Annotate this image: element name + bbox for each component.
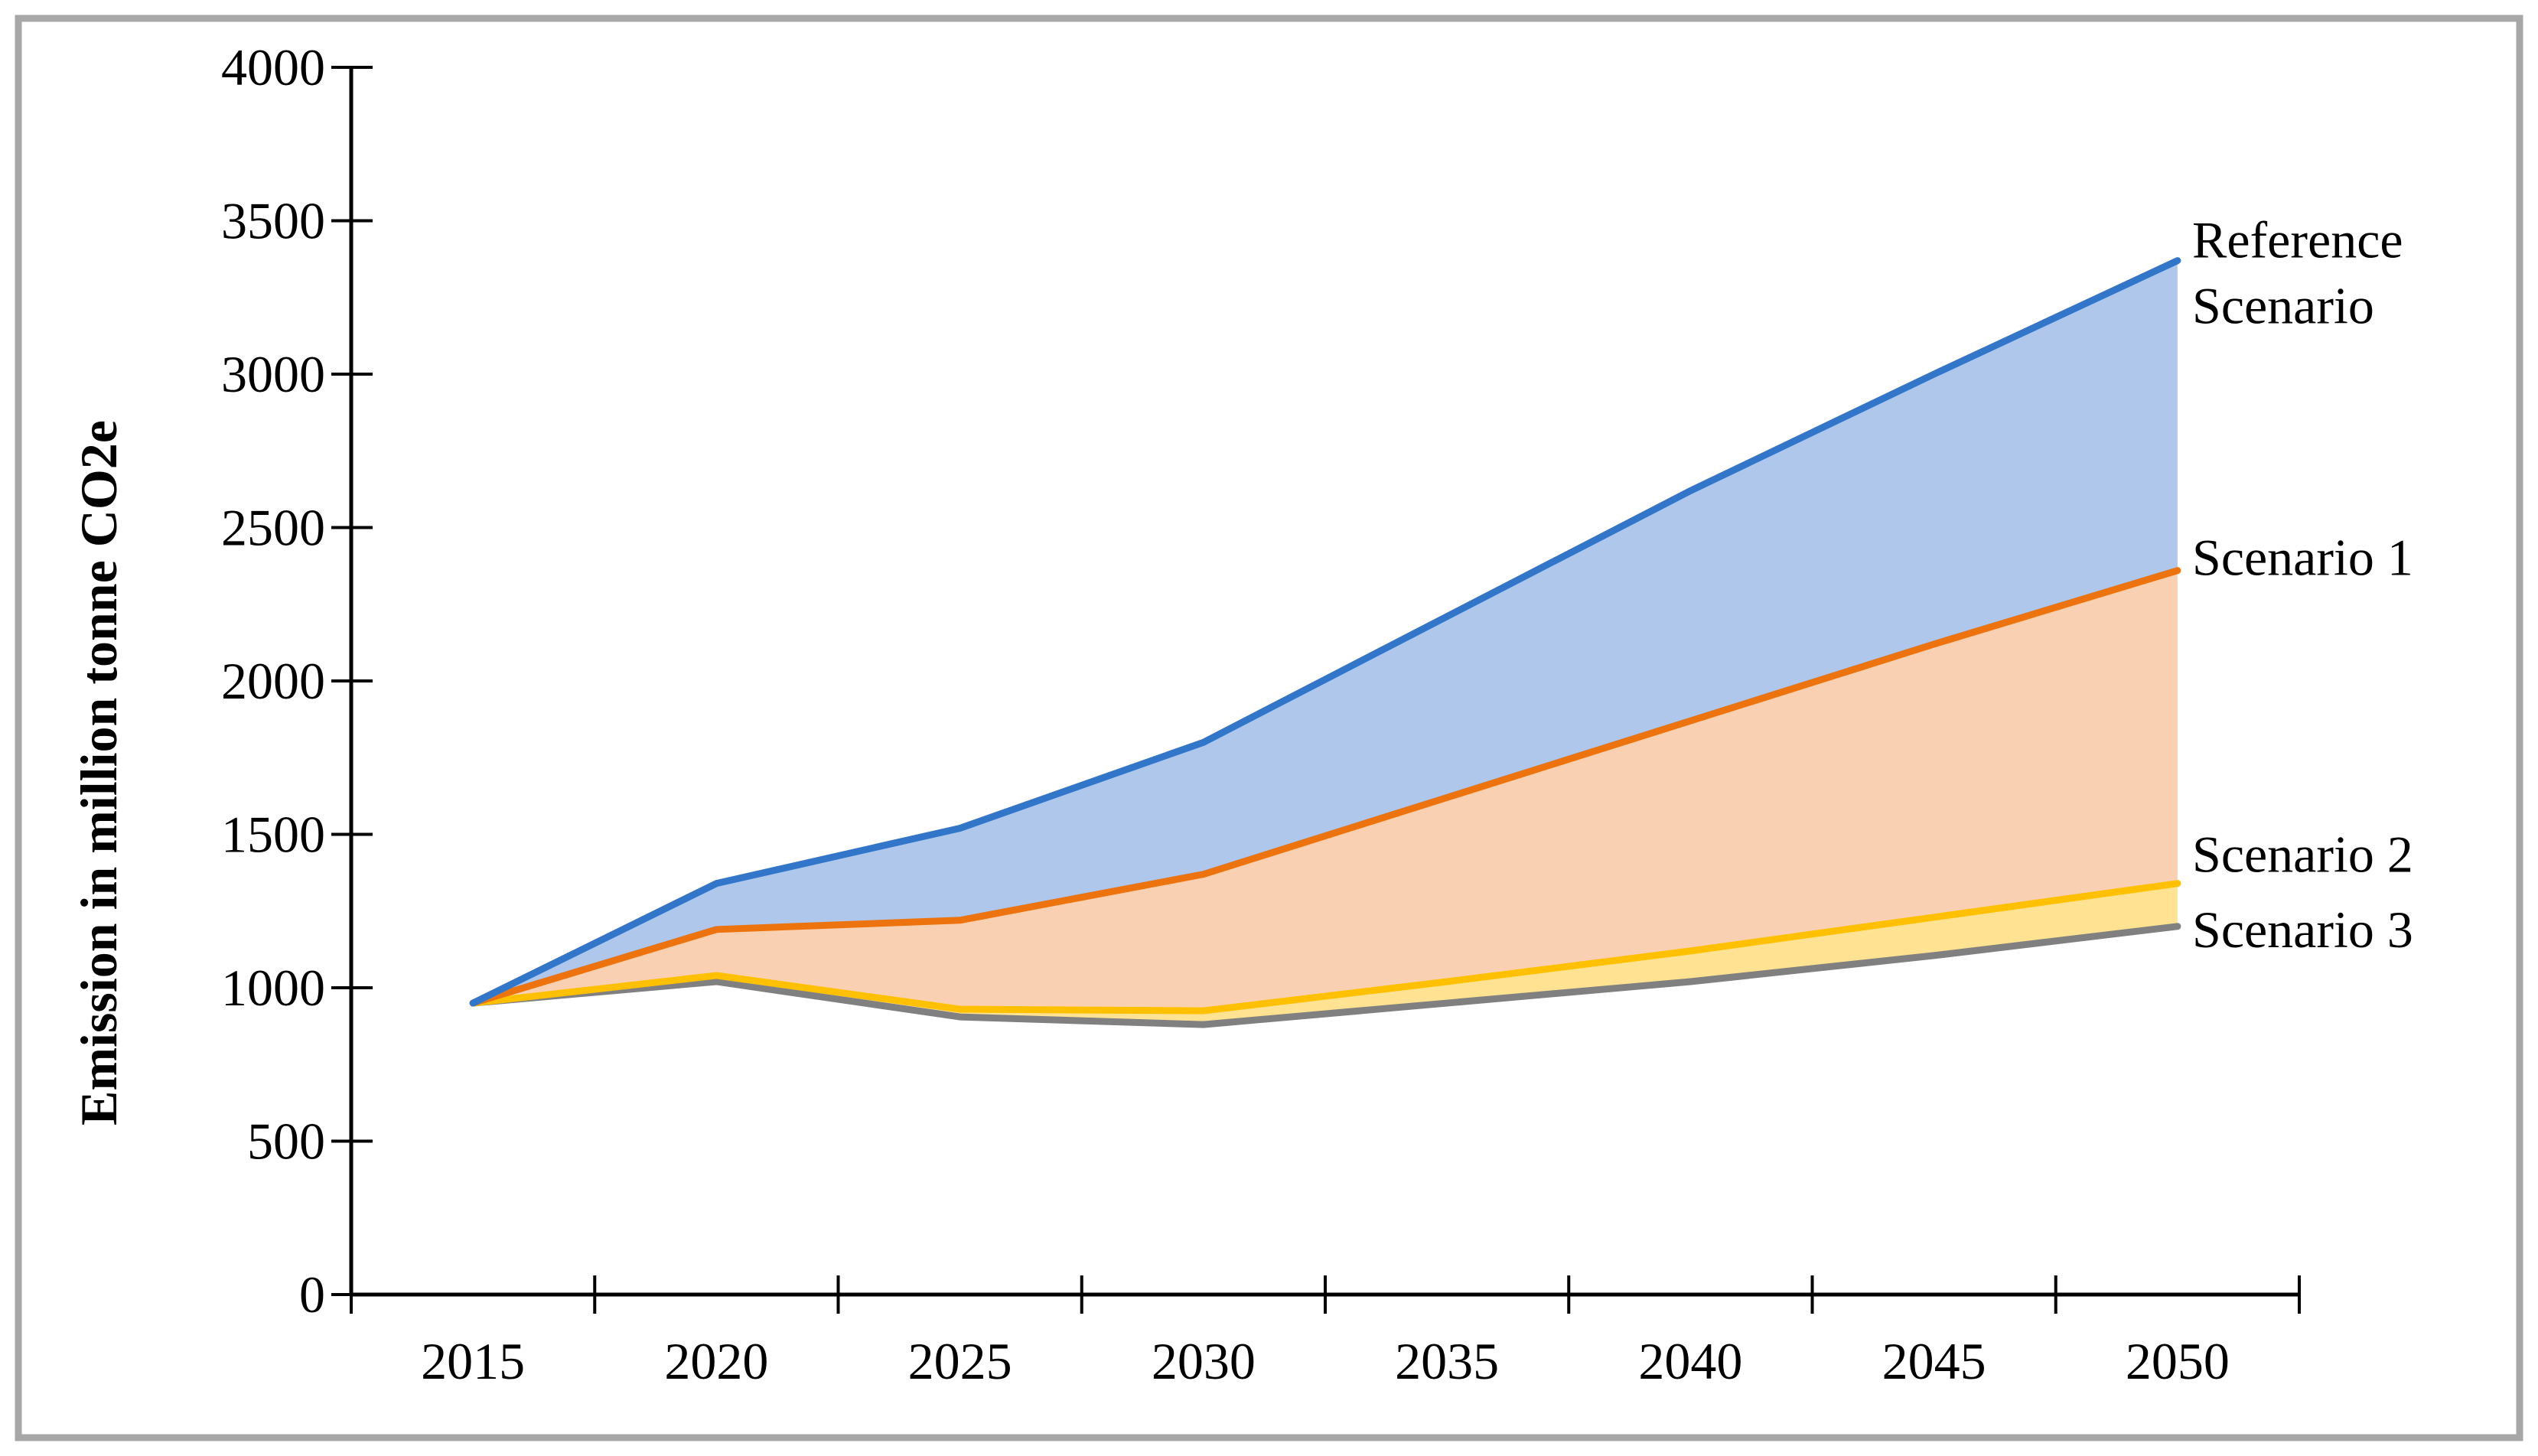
series-label-scenario-3: Scenario 3 <box>2192 901 2413 959</box>
series-label-reference-scenario: Reference <box>2192 211 2403 269</box>
y-tick-label: 2000 <box>221 652 325 710</box>
y-tick-label: 4000 <box>221 38 325 96</box>
figure-border <box>15 15 2523 1441</box>
y-tick-label: 0 <box>299 1265 325 1324</box>
y-axis-title: Emission in million tonne CO2e <box>70 420 128 1125</box>
series-end-labels: Reference Scenario Scenario 1 Scenario 2 Sce… <box>2192 211 2413 959</box>
x-tick-label: 2040 <box>1638 1332 1742 1390</box>
series-lines <box>469 257 2181 1028</box>
series-label-scenario-1: Scenario 1 <box>2192 529 2413 587</box>
series-label-scenario-2: Scenario 2 <box>2192 826 2413 884</box>
area-bands <box>473 260 2178 1025</box>
x-tick-label: 2020 <box>664 1332 768 1390</box>
y-tick-label: 3500 <box>221 192 325 250</box>
axes <box>331 66 2301 1314</box>
band-reference-scenario <box>473 260 2178 1004</box>
x-tick-label: 2035 <box>1395 1332 1499 1390</box>
line-reference-scenario <box>469 257 2181 1007</box>
y-tick-label: 3000 <box>221 345 325 403</box>
line-scenario-3 <box>469 923 2181 1028</box>
y-tick-label: 1000 <box>221 959 325 1017</box>
series-label-reference-scenario: Scenario <box>2192 277 2374 335</box>
y-axis-tick-labels: 0 500 1000 1500 2000 2500 3000 3500 4000 <box>221 38 325 1324</box>
y-tick-label: 500 <box>247 1112 325 1171</box>
x-tick-label: 2030 <box>1152 1332 1256 1390</box>
line-scenario-2 <box>469 880 2181 1015</box>
x-axis-year-labels: 2015 2020 2025 2030 2035 2040 2045 2050 <box>421 1332 2230 1390</box>
band-scenario-1 <box>473 570 2178 1011</box>
x-tick-label: 2045 <box>1882 1332 1986 1390</box>
x-tick-label: 2025 <box>908 1332 1012 1390</box>
y-tick-label: 2500 <box>221 499 325 557</box>
line-scenario-1 <box>469 567 2181 1007</box>
x-tick-label: 2050 <box>2126 1332 2230 1390</box>
y-tick-label: 1500 <box>221 806 325 864</box>
x-tick-label: 2015 <box>421 1332 525 1390</box>
